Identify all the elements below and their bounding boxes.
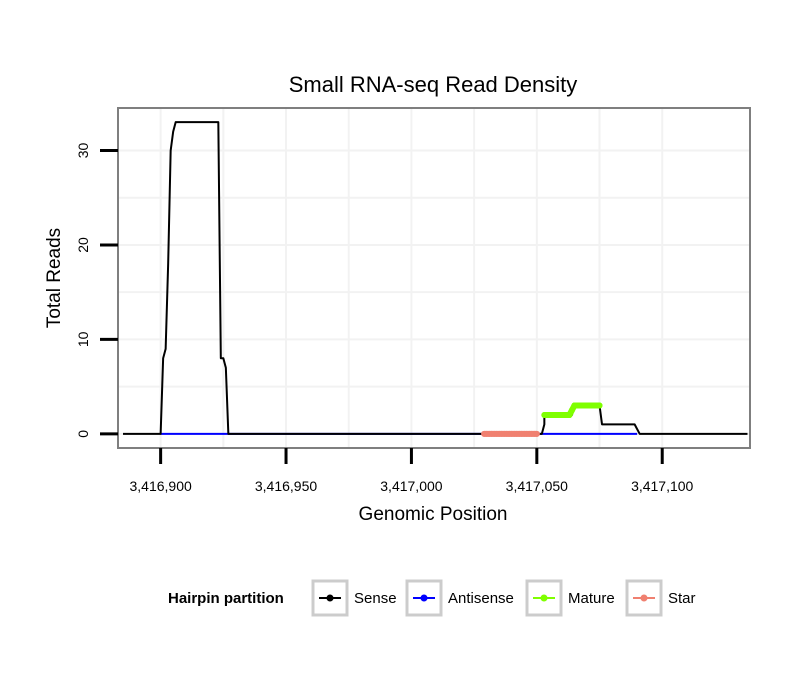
y-tick-label: 30 xyxy=(75,143,91,159)
legend-item-antisense: Antisense xyxy=(405,579,514,617)
x-tick-label: 3,416,900 xyxy=(129,478,191,494)
x-axis: 3,416,900 3,416,950 3,417,000 3,417,050 3,41… xyxy=(129,448,694,494)
legend-label: Star xyxy=(668,590,696,607)
y-axis-title: Total Reads xyxy=(44,228,65,328)
y-tick-label: 0 xyxy=(75,430,91,438)
legend-items: Sense Antisense Mature Star xyxy=(311,579,696,617)
series-point-mature xyxy=(568,407,575,414)
legend-label: Antisense xyxy=(448,590,514,607)
series-sense xyxy=(123,121,748,435)
grid xyxy=(118,108,750,448)
series-point-star xyxy=(533,430,540,437)
series-point-mature xyxy=(566,411,573,418)
legend: Hairpin partition Sense Antisense Mature St… xyxy=(168,579,696,617)
y-tick-label: 10 xyxy=(75,331,91,347)
legend-key-box xyxy=(311,579,349,617)
legend-item-star: Star xyxy=(625,579,696,617)
x-axis-title: Genomic Position xyxy=(359,504,508,525)
chart-title: Small RNA-seq Read Density xyxy=(289,72,578,97)
x-tick-label: 3,417,050 xyxy=(506,478,568,494)
legend-key-point xyxy=(420,594,428,602)
legend-item-mature: Mature xyxy=(525,579,615,617)
x-tick-label: 3,417,000 xyxy=(380,478,442,494)
legend-key-point xyxy=(640,594,648,602)
legend-label: Mature xyxy=(568,590,615,607)
series-layer xyxy=(123,121,748,437)
series-point-mature xyxy=(596,402,603,409)
panel-border xyxy=(117,107,751,449)
y-axis: 0 10 20 30 xyxy=(75,143,118,438)
y-tick-label: 20 xyxy=(75,237,91,253)
legend-title: Hairpin partition xyxy=(168,590,284,607)
legend-key-point xyxy=(540,594,548,602)
legend-key-point xyxy=(326,594,334,602)
legend-label: Sense xyxy=(354,590,397,607)
x-tick-label: 3,416,950 xyxy=(255,478,317,494)
legend-item-sense: Sense xyxy=(311,579,397,617)
x-tick-label: 3,417,100 xyxy=(631,478,693,494)
